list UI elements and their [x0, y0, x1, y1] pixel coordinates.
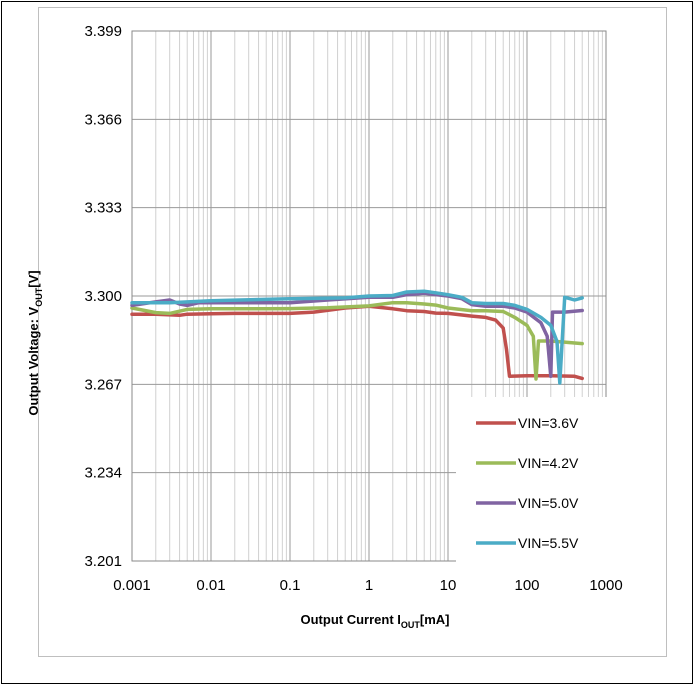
y-tick-label: 3.234 [84, 465, 122, 482]
x-tick-label: 1000 [589, 577, 622, 594]
y-tick-label: 3.300 [84, 288, 122, 305]
chart-area [38, 7, 667, 657]
x-tick-label: 100 [514, 577, 539, 594]
legend-label: VIN=3.6V [518, 415, 579, 431]
y-tick-label: 3.333 [84, 200, 122, 217]
series-line [130, 289, 584, 385]
x-tick-label: 1 [365, 577, 373, 594]
x-tick-label: 0.1 [280, 577, 301, 594]
y-tick-label: 3.399 [84, 23, 122, 40]
y-tick-label: 3.201 [84, 553, 122, 570]
legend-label: VIN=5.0V [518, 495, 579, 511]
series-lines [130, 289, 584, 385]
x-tick-label: 0.01 [196, 577, 225, 594]
y-axis-ticks: 3.399 3.366 3.333 3.300 3.267 3.234 3.201 [84, 23, 122, 570]
plot-border [131, 30, 607, 562]
x-tick-label: 0.001 [113, 577, 151, 594]
legend-label: VIN=5.5V [518, 535, 579, 551]
legend: VIN=3.6V VIN=4.2V VIN=5.0V VIN=5.5V [476, 415, 579, 551]
series-line [130, 304, 584, 381]
x-axis-title: Output Current IOUT[mA] [301, 612, 450, 630]
y-tick-label: 3.267 [84, 376, 122, 393]
y-tick-label: 3.366 [84, 111, 122, 128]
y-axis-title: Output Voltage: VOUT[V] [26, 270, 44, 415]
legend-label: VIN=4.2V [518, 455, 579, 471]
series-line [130, 300, 584, 381]
x-tick-label: 10 [440, 577, 457, 594]
x-axis-ticks: 0.001 0.01 0.1 1 10 100 1000 [113, 577, 622, 594]
series-line [130, 291, 584, 379]
